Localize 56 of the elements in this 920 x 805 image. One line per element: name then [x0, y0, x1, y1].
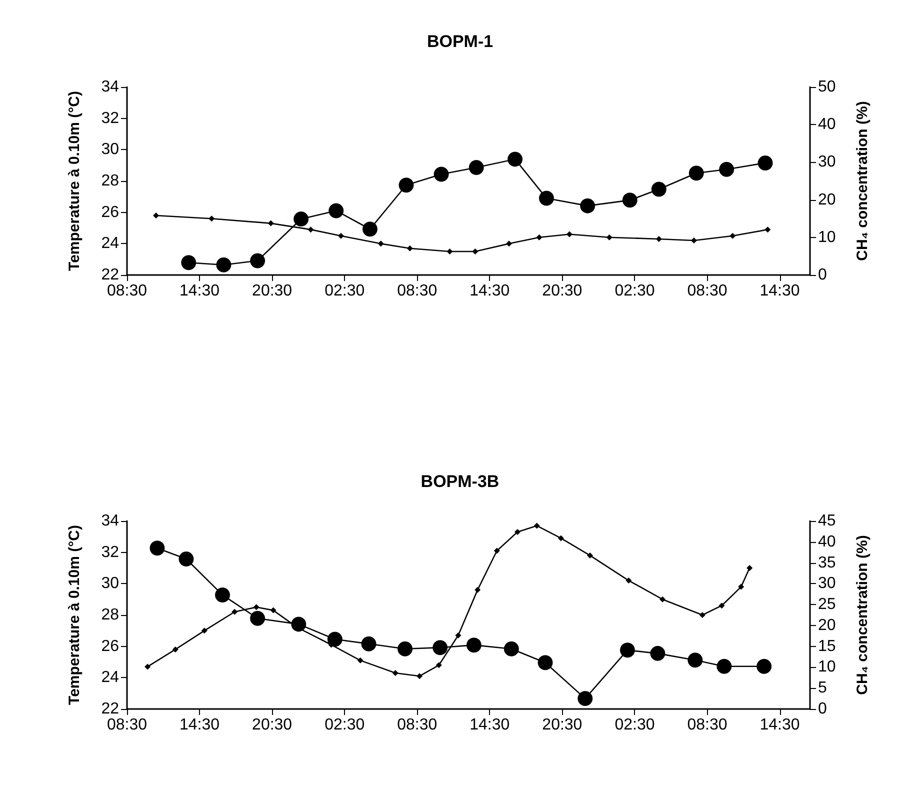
y-axis-title: Temperature à 0.10m (°C): [66, 91, 83, 271]
x-tick-label: 20:30: [542, 282, 582, 300]
y2-tick-label: 30: [818, 575, 836, 592]
y2-tick-label: 20: [818, 191, 836, 208]
y-tick-label: 32: [101, 544, 120, 561]
x-tick-label: 20:30: [542, 716, 582, 734]
y-tick-label: 22: [101, 700, 120, 718]
x-tick-label: 08:30: [106, 282, 148, 300]
x-tick-label: 20:30: [252, 716, 292, 734]
y-tick-label: 34: [101, 78, 120, 96]
y2-tick-label: 40: [818, 533, 836, 550]
y2-tick-label: 5: [818, 680, 827, 697]
y-tick-label: 24: [101, 669, 120, 686]
y2-tick-label: 45: [818, 512, 836, 530]
x-tick-label: 08:30: [397, 716, 438, 734]
y2-tick-label: 35: [818, 554, 836, 572]
y2-tick-label: 15: [818, 638, 836, 655]
y-tick-label: 22: [101, 266, 120, 284]
y-tick-label: 30: [101, 575, 120, 592]
y2-axis-title: CH₄ concentration (%): [854, 535, 871, 695]
x-tick-label: 02:30: [614, 716, 655, 734]
y-axis-title: Temperature à 0.10m (°C): [66, 525, 83, 705]
x-tick-label: 14:30: [470, 282, 510, 300]
x-tick-label: 08:30: [397, 282, 438, 300]
chart-title: BOPM-1: [426, 32, 494, 51]
x-tick-label: 08:30: [106, 716, 148, 734]
y2-tick-label: 10: [818, 658, 836, 676]
y-tick-label: 34: [101, 512, 120, 530]
y-tick-label: 28: [101, 606, 120, 624]
y-tick-label: 30: [101, 141, 120, 158]
y-tick-label: 24: [101, 235, 120, 252]
x-tick-label: 02:30: [614, 282, 655, 300]
x-tick-label: 08:30: [687, 716, 728, 734]
y2-axis-title: CH₄ concentration (%): [854, 101, 871, 261]
x-tick-label: 14:30: [760, 282, 800, 300]
chart-title: BOPM-3B: [420, 472, 500, 491]
y-tick-label: 26: [101, 204, 120, 221]
x-tick-label: 02:30: [324, 282, 365, 300]
y2-tick-label: 50: [818, 78, 836, 96]
y2-tick-label: 0: [818, 266, 827, 284]
x-tick-label: 20:30: [252, 282, 292, 300]
x-tick-label: 14:30: [760, 716, 800, 734]
x-tick-label: 14:30: [470, 716, 510, 734]
x-tick-label: 14:30: [180, 716, 220, 734]
y2-tick-label: 30: [818, 154, 836, 171]
y2-tick-label: 10: [818, 228, 836, 246]
x-tick-label: 02:30: [324, 716, 365, 734]
y-tick-label: 32: [101, 110, 120, 127]
x-tick-label: 14:30: [180, 282, 220, 300]
x-tick-label: 08:30: [687, 282, 728, 300]
y2-tick-label: 25: [818, 596, 836, 614]
y-tick-label: 28: [101, 172, 120, 190]
y2-tick-label: 0: [818, 700, 827, 718]
y-tick-label: 26: [101, 638, 120, 655]
y2-tick-label: 40: [818, 116, 836, 134]
y2-tick-label: 20: [818, 616, 836, 634]
